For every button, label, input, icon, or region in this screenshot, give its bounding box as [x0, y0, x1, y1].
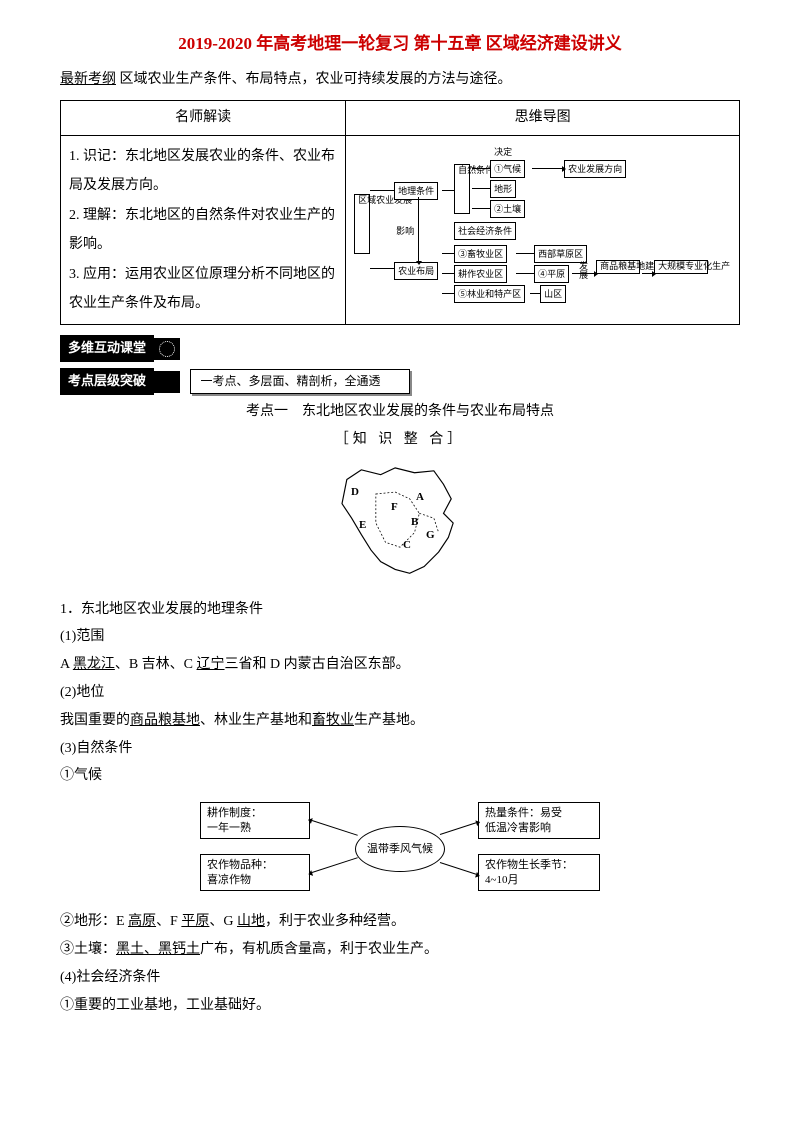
- status-text: 我国重要的商品粮基地、林业生产基地和畜牧业生产基地。: [60, 709, 740, 733]
- map-D: D: [351, 484, 359, 502]
- map-F: F: [391, 499, 398, 517]
- mind-map-diagram: 区域农业发展 地理条件 自然条件 决定 ①气候 地形 ②土壤 农业发展方向 社会…: [354, 142, 731, 307]
- node-pasture: ③畜牧业区: [454, 245, 507, 263]
- globe-icon: [154, 338, 180, 360]
- climate-diagram: 耕作制度： 一年一熟 农作物品种： 喜凉作物 温带季风气候 热量条件：易受 低温…: [200, 794, 600, 904]
- badge-row-2: 考点层级突破 一考点、多层面、精剖析，全通透: [60, 368, 740, 395]
- item-2: 2. 理解：东北地区的自然条件对农业生产的影响。: [69, 201, 337, 260]
- point-heading: 考点一 东北地区农业发展的条件与农业布局特点: [60, 401, 740, 423]
- syllabus-line: 最新考纲 区域农业生产条件、布局特点，农业可持续发展的方法与途径。: [60, 69, 740, 91]
- node-farming: 耕作农业区: [454, 265, 507, 283]
- terrain-line: ②地形：E 高原、F 平原、G 山地，利于农业多种经营。: [60, 910, 740, 934]
- node-social: 社会经济条件: [454, 222, 516, 240]
- social-label: (4)社会经济条件: [60, 966, 740, 990]
- label-develop: 发展: [579, 262, 591, 280]
- item-3: 3. 应用：运用农业区位原理分析不同地区的农业生产条件及布局。: [69, 260, 337, 319]
- syllabus-text: 区域农业生产条件、布局特点，农业可持续发展的方法与途径。: [116, 72, 512, 87]
- node-geo: 地理条件: [394, 182, 438, 200]
- node-terrain: 地形: [490, 180, 516, 198]
- h1: 1．东北地区农业发展的地理条件: [60, 598, 740, 622]
- badge-interactive: 多维互动课堂: [60, 335, 154, 362]
- status-label: (2)地位: [60, 681, 740, 705]
- knowledge-label: ［知 识 整 合］: [60, 429, 740, 451]
- node-agridir: 农业发展方向: [564, 160, 626, 178]
- black-square-icon: [154, 371, 180, 393]
- main-table: 名师解读 思维导图 1. 识记：东北地区发展农业的条件、农业布局及发展方向。 2…: [60, 100, 740, 326]
- label-influence: 影响: [396, 224, 414, 238]
- mind-map-cell: 区域农业发展 地理条件 自然条件 决定 ①气候 地形 ②土壤 农业发展方向 社会…: [346, 135, 740, 324]
- scope-label: (1)范围: [60, 625, 740, 649]
- th-left: 名师解读: [61, 100, 346, 135]
- syllabus-prefix: 最新考纲: [60, 72, 116, 87]
- node-forestry: ⑤林业和特产区: [454, 285, 525, 303]
- node-climate: ①气候: [490, 160, 525, 178]
- map-E: E: [359, 517, 366, 535]
- map-A: A: [416, 489, 424, 507]
- item-1: 1. 识记：东北地区发展农业的条件、农业布局及发展方向。: [69, 142, 337, 201]
- climate-no: ①气候: [60, 764, 740, 788]
- badge-row-1: 多维互动课堂: [60, 335, 740, 362]
- label-determine: 决定: [494, 145, 512, 159]
- node-plain: ④平原: [534, 265, 569, 283]
- node-grainbase: 商品粮基地建设: [596, 260, 640, 274]
- soil-line: ③土壤：黑土、黑钙土广布，有机质含量高，利于农业生产。: [60, 938, 740, 962]
- natural-label: (3)自然条件: [60, 737, 740, 761]
- badge-breakthrough: 考点层级突破: [60, 368, 154, 395]
- map-C: C: [403, 537, 411, 555]
- subtitle-strip: 一考点、多层面、精剖析，全通透: [190, 369, 410, 394]
- scope-text: A 黑龙江、B 吉林、C 辽宁三省和 D 内蒙古自治区东部。: [60, 653, 740, 677]
- cbox-tr: 热量条件：易受 低温冷害影响: [478, 802, 600, 839]
- cbox-tl: 耕作制度： 一年一熟: [200, 802, 310, 839]
- node-soil: ②土壤: [490, 200, 525, 218]
- node-largescale: 大规模专业化生产: [654, 260, 708, 274]
- page-title: 2019-2020 年高考地理一轮复习 第十五章 区域经济建设讲义: [60, 30, 740, 57]
- map-G: G: [426, 527, 435, 545]
- node-mountain: 山区: [540, 285, 566, 303]
- map-B: B: [411, 514, 418, 532]
- cbox-br: 农作物生长季节： 4~10月: [478, 854, 600, 891]
- cbox-bl: 农作物品种： 喜凉作物: [200, 854, 310, 891]
- teacher-interpretation: 1. 识记：东北地区发展农业的条件、农业布局及发展方向。 2. 理解：东北地区的…: [61, 135, 346, 324]
- node-natural: 自然条件: [454, 164, 470, 214]
- map-outline: [327, 465, 473, 581]
- social-1: ①重要的工业基地，工业基础好。: [60, 994, 740, 1018]
- map-box: A B C D E F G: [320, 458, 480, 588]
- climate-center: 温带季风气候: [355, 826, 445, 872]
- node-root: 区域农业发展: [354, 194, 370, 254]
- th-right: 思维导图: [346, 100, 740, 135]
